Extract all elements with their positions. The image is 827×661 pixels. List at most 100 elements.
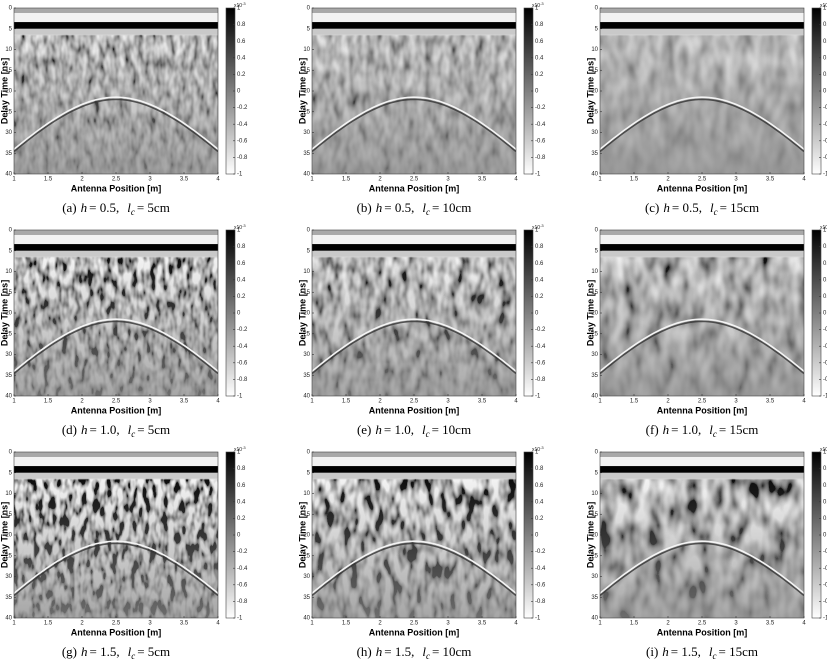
- surface-band: [312, 230, 516, 235]
- colorbar-tick-label: 0.6: [237, 483, 246, 489]
- caption: (f) h = 1.0, lc = 15cm: [646, 422, 759, 439]
- x-tick-label: 3.5: [180, 177, 189, 183]
- y-tick-label: 40: [591, 616, 598, 622]
- colorbar-tick-label: 0.4: [823, 55, 827, 61]
- radargram-image: [312, 452, 516, 618]
- caption-part: (h): [357, 644, 372, 659]
- colorbar-tick-label: -0.2: [535, 327, 546, 333]
- y-tick-label: 0: [595, 228, 599, 234]
- noise-fade: [312, 34, 516, 174]
- surface-under: [14, 250, 218, 258]
- y-tick-label: 5: [595, 248, 599, 254]
- y-tick-label: 30: [303, 574, 310, 580]
- colorbar-tick-label: -0.4: [535, 566, 546, 572]
- colorbar-tick-label: -0.4: [535, 122, 546, 128]
- y-tick-label: 10: [591, 269, 598, 275]
- colorbar-tick-label: -0.8: [823, 377, 827, 383]
- surface-light: [312, 234, 516, 245]
- x-tick-label: 2: [666, 399, 670, 405]
- y-tick-label: 40: [303, 394, 310, 400]
- noise-fade: [600, 34, 804, 174]
- y-axis-label: Delay Time [ns]: [0, 280, 9, 346]
- colorbar-scale-base: x10: [532, 3, 540, 9]
- colorbar-tick-label: -0.8: [823, 155, 827, 161]
- y-tick-label: 30: [5, 574, 12, 580]
- surface-light: [600, 12, 804, 23]
- colorbar-tick-label: 0.4: [535, 499, 544, 505]
- colorbar-tick-label: -0.2: [535, 549, 546, 555]
- x-tick-label: 2: [666, 177, 670, 183]
- colorbar-scale: x10-3: [820, 223, 827, 231]
- colorbar-tick-label: 0.2: [237, 294, 246, 300]
- caption-part: = 1.5,: [384, 644, 414, 659]
- colorbar-tick-label: 0: [535, 311, 539, 317]
- y-tick-label: 10: [5, 269, 12, 275]
- colorbar-tick-label: 0.8: [237, 22, 246, 28]
- colorbar-tick-label: 0.8: [823, 244, 827, 250]
- hyperbola-dark: [600, 320, 804, 375]
- colorbar-tick-label: 0.2: [535, 72, 544, 78]
- x-tick-label: 2: [80, 177, 84, 183]
- y-tick-label: 20: [591, 533, 598, 539]
- colorbar-tick-label: -0.8: [535, 155, 546, 161]
- x-tick-label: 1: [12, 177, 16, 183]
- caption-part: h: [81, 644, 88, 659]
- surface-light: [312, 456, 516, 467]
- y-tick-label: 5: [595, 470, 599, 476]
- y-tick-label: 25: [303, 553, 310, 559]
- x-tick-label: 3: [734, 177, 738, 183]
- surface-dark: [600, 22, 804, 29]
- x-axis-label: Antenna Position [m]: [71, 405, 162, 415]
- y-tick-label: 15: [303, 290, 310, 296]
- colorbar-tick-label: 1: [237, 6, 241, 12]
- caption-part: h: [376, 644, 383, 659]
- colorbar-tick-label: 0.4: [823, 499, 827, 505]
- x-tick-label: 2.5: [410, 621, 419, 627]
- caption-part: = 5cm: [137, 200, 170, 215]
- y-tick-label: 20: [591, 311, 598, 317]
- colorbar-scale-base: x10: [820, 447, 827, 453]
- colorbar-tick-label: 1: [823, 450, 827, 456]
- y-tick-label: 30: [5, 352, 12, 358]
- y-tick-label: 5: [9, 248, 13, 254]
- caption-part: = 0.5,: [89, 200, 119, 215]
- surface-dark: [600, 244, 804, 251]
- colorbar-tick-label: -0.8: [535, 599, 546, 605]
- caption-part: c: [131, 207, 135, 217]
- colorbar-tick-label: 0: [237, 311, 241, 317]
- y-tick-label: 35: [5, 595, 12, 601]
- radargram-image: [14, 8, 218, 174]
- colorbar-tick-label: -0.6: [823, 138, 827, 144]
- hyperbola-bright: [14, 318, 218, 372]
- colorbar-tick-label: -0.6: [237, 138, 248, 144]
- x-tick-label: 3.5: [180, 399, 189, 405]
- y-tick-label: 15: [591, 290, 598, 296]
- surface-under: [312, 250, 516, 258]
- noise-fade: [14, 478, 218, 618]
- colorbar-tick-label: -0.2: [823, 327, 827, 333]
- x-axis-label: Antenna Position [m]: [657, 627, 748, 637]
- x-tick-label: 3.5: [766, 399, 775, 405]
- radargram-image: [14, 452, 218, 618]
- colorbar-tick-label: -1: [237, 394, 243, 400]
- y-tick-label: 35: [591, 151, 598, 157]
- caption-part: h: [663, 200, 670, 215]
- colorbar-tick-label: 0.2: [535, 516, 544, 522]
- x-tick-label: 3: [148, 621, 152, 627]
- x-tick-label: 1.5: [44, 399, 53, 405]
- colorbar-tick-label: -0.6: [823, 360, 827, 366]
- colorbar-tick-label: 0.6: [237, 39, 246, 45]
- y-tick-label: 35: [591, 595, 598, 601]
- y-tick-label: 5: [307, 26, 311, 32]
- colorbar-tick-label: 0.4: [535, 277, 544, 283]
- x-tick-label: 3: [446, 621, 450, 627]
- colorbar-tick-label: 1: [535, 228, 539, 234]
- radargram-image: [600, 8, 804, 174]
- colorbar-tick-label: 0.8: [237, 244, 246, 250]
- x-tick-label: 2.5: [698, 177, 707, 183]
- y-tick-label: 30: [591, 352, 598, 358]
- caption-part: = 15cm: [720, 200, 759, 215]
